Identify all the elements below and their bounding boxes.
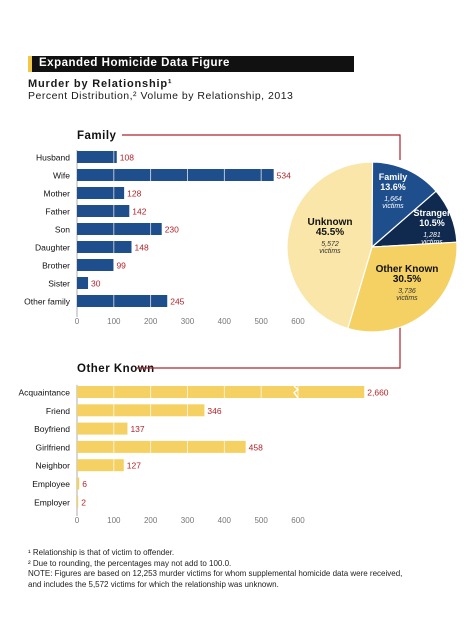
- other-known-value-acquaintance: 2,660: [367, 388, 389, 398]
- family-label-brother: Brother: [42, 261, 70, 271]
- other-known-label-employer: Employer: [34, 497, 70, 507]
- other-known-bar-friend: [77, 404, 205, 417]
- other-known-label-girlfriend: Girlfriend: [36, 442, 71, 452]
- other-known-label-boyfriend: Boyfriend: [34, 424, 70, 434]
- family-connector-line: [122, 134, 401, 160]
- other-known-label-employee: Employee: [32, 479, 70, 489]
- family-value-other-family: 245: [170, 297, 184, 307]
- family-value-husband: 108: [120, 153, 134, 163]
- figure-header-bar: Expanded Homicide Data Figure: [28, 56, 354, 72]
- pie-victims-count-unknown: 5,572: [321, 241, 339, 248]
- family-xtick-600: 600: [291, 317, 305, 326]
- family-label-other-family: Other family: [24, 297, 71, 307]
- family-label-mother: Mother: [44, 189, 71, 199]
- family-value-mother: 128: [127, 189, 141, 199]
- pie-label-unknown: Unknown: [308, 217, 353, 228]
- pie-victims-count-other-known: 3,736: [398, 288, 416, 295]
- other-known-label-neighbor: Neighbor: [36, 461, 71, 471]
- other-known-bar-employer: [77, 495, 79, 508]
- pie-victims-word-family: victims: [382, 203, 404, 210]
- other-known-label-acquaintance: Acquaintance: [18, 388, 70, 398]
- pie-percent-stranger: 10.5%: [419, 218, 445, 228]
- family-value-sister: 30: [91, 279, 101, 289]
- pie-slice-family: [371, 161, 437, 249]
- pie-label-other-known: Other Known: [376, 264, 439, 275]
- family-bar-father: [77, 205, 130, 217]
- family-xtick-200: 200: [144, 317, 158, 326]
- other-known-value-friend: 346: [207, 406, 221, 416]
- family-value-brother: 99: [116, 261, 126, 271]
- family-label-husband: Husband: [36, 153, 70, 163]
- other-known-value-neighbor: 127: [127, 461, 141, 471]
- family-value-son: 230: [165, 225, 179, 235]
- pie-slice-other-known: [347, 241, 458, 333]
- family-label-father: Father: [45, 207, 70, 217]
- footnotes: ¹ Relationship is that of victim to offe…: [28, 548, 458, 590]
- footnote-note: NOTE: Figures are based on 12,253 murder…: [28, 569, 403, 578]
- family-label-sister: Sister: [48, 279, 70, 289]
- other-known-value-girlfriend: 458: [249, 442, 263, 452]
- other-known-bar-girlfriend: [77, 440, 246, 453]
- other-known-bar-neighbor: [77, 459, 124, 472]
- family-xtick-300: 300: [181, 317, 195, 326]
- other-known-value-employer: 2: [81, 497, 86, 507]
- footnote-1: ¹ Relationship is that of victim to offe…: [28, 548, 175, 557]
- other-known-value-boyfriend: 137: [130, 424, 144, 434]
- family-xtick-0: 0: [75, 317, 80, 326]
- family-value-wife: 534: [277, 171, 291, 181]
- family-bar-daughter: [77, 241, 132, 253]
- other-known-connector-line: [137, 315, 401, 369]
- other-known-xtick-400: 400: [218, 516, 232, 525]
- pie-victims-word-stranger: victims: [421, 239, 443, 246]
- other-known-xtick-0: 0: [75, 516, 80, 525]
- other-known-bar-boyfriend: [77, 422, 128, 435]
- pie-label-family: Family: [379, 172, 408, 182]
- header-accent: [28, 56, 32, 72]
- family-bar-mother: [77, 187, 125, 199]
- chart-subtitle: Percent Distribution,² Volume by Relatio…: [28, 90, 294, 102]
- other-known-label-friend: Friend: [46, 406, 70, 416]
- footnote-2: ² Due to rounding, the percentages may n…: [28, 558, 232, 568]
- other-known-xtick-600: 600: [291, 516, 305, 525]
- pie-percent-family: 13.6%: [380, 182, 406, 192]
- chart-title: Murder by Relationship¹: [28, 78, 173, 90]
- pie-percent-unknown: 45.5%: [316, 227, 344, 238]
- family-value-father: 142: [132, 207, 146, 217]
- family-label-son: Son: [55, 225, 70, 235]
- pie-victims-word-other-known: victims: [396, 295, 418, 302]
- other-known-xtick-300: 300: [181, 516, 195, 525]
- family-bar-husband: [77, 151, 117, 163]
- footnote-note-cont: and includes the 5,572 victims for which…: [28, 579, 279, 589]
- family-section-title: Family: [77, 130, 117, 142]
- figure-header-label: Expanded Homicide Data Figure: [39, 57, 230, 69]
- family-bar-sister: [77, 277, 89, 289]
- pie-percent-other-known: 30.5%: [393, 274, 421, 285]
- other-known-axis-break-acquaintance: [293, 385, 300, 399]
- other-known-xtick-100: 100: [107, 516, 121, 525]
- pie-label-stranger: Stranger: [413, 208, 451, 218]
- family-xtick-100: 100: [107, 317, 121, 326]
- pie-victims-word-unknown: victims: [319, 248, 341, 255]
- family-bar-son: [77, 223, 162, 235]
- family-bar-other-family: [77, 295, 168, 307]
- family-bar-brother: [77, 259, 114, 271]
- other-known-xtick-500: 500: [254, 516, 268, 525]
- other-known-bar-acquaintance: [77, 386, 365, 398]
- pie-victims-count-stranger: 1,281: [423, 232, 441, 239]
- other-known-bar-employee: [77, 477, 80, 490]
- family-label-daughter: Daughter: [35, 243, 70, 253]
- pie-slice-unknown: [286, 161, 374, 330]
- family-xtick-500: 500: [254, 317, 268, 326]
- family-value-daughter: 148: [135, 243, 149, 253]
- other-known-xtick-200: 200: [144, 516, 158, 525]
- pie-victims-count-family: 1,664: [384, 196, 402, 203]
- other-known-section-title: Other Known: [77, 363, 155, 375]
- other-known-value-employee: 6: [82, 479, 87, 489]
- family-xtick-400: 400: [218, 317, 232, 326]
- family-bar-wife: [77, 169, 274, 181]
- family-label-wife: Wife: [53, 171, 70, 181]
